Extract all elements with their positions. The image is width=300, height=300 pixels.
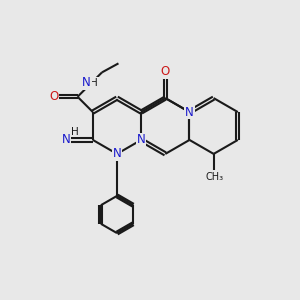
Text: O: O (49, 90, 58, 103)
Text: H: H (90, 77, 98, 88)
Text: O: O (161, 65, 170, 78)
Text: N: N (137, 134, 146, 146)
Text: N: N (61, 134, 70, 146)
Text: N: N (82, 76, 91, 89)
Text: CH₃: CH₃ (205, 172, 223, 182)
Text: N: N (112, 147, 122, 161)
Text: N: N (185, 106, 194, 118)
Text: H: H (71, 127, 79, 136)
